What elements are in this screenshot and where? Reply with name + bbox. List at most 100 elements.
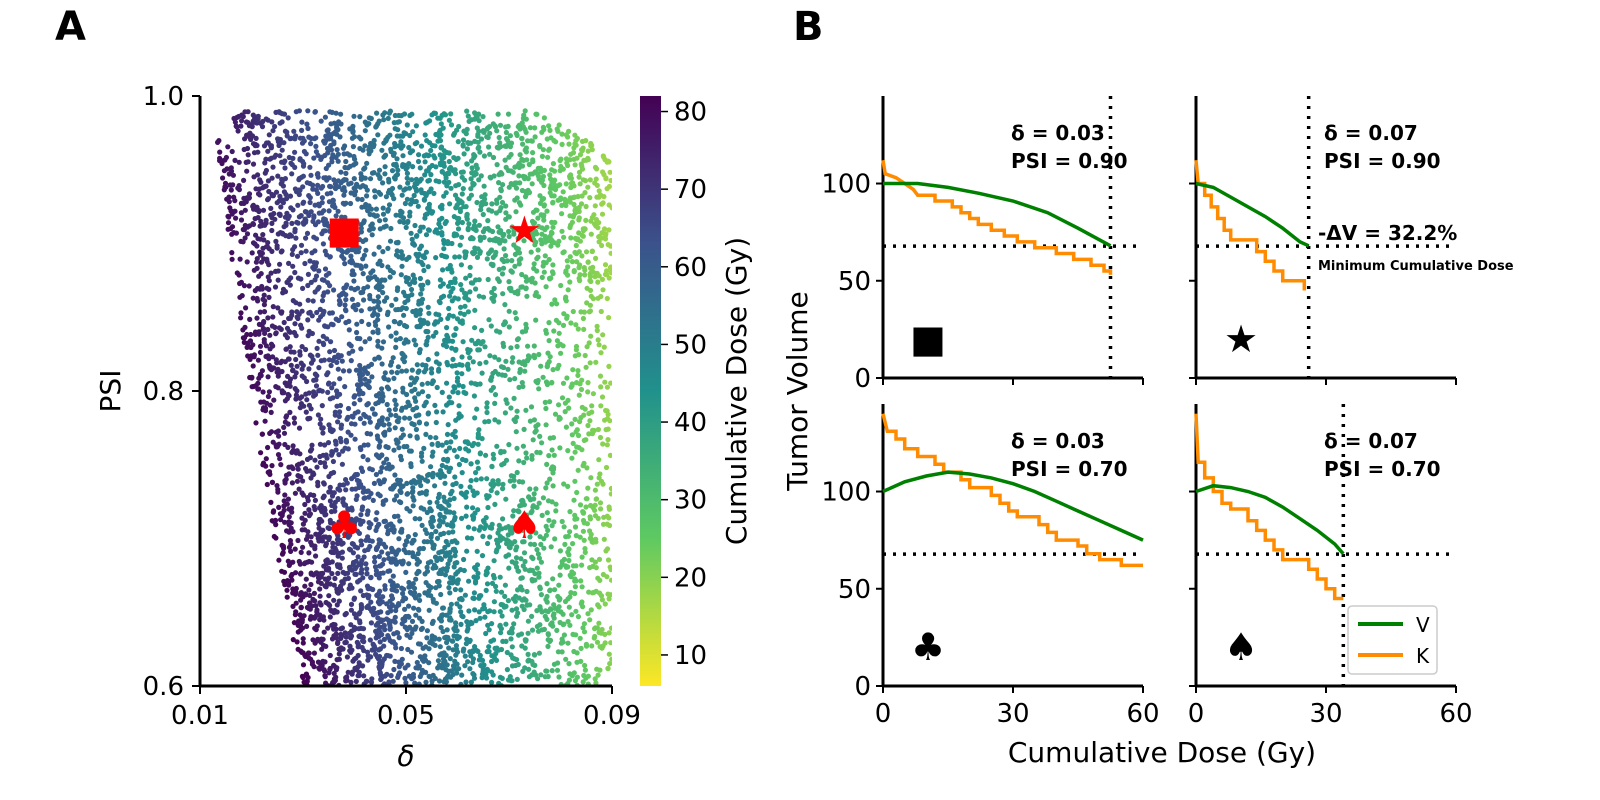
- scatter-point: [425, 321, 431, 327]
- scatter-point: [515, 246, 522, 252]
- scatter-point: [357, 562, 363, 568]
- scatter-point: [528, 138, 534, 144]
- scatter-point: [343, 675, 349, 681]
- scatter-point: [550, 200, 556, 206]
- scatter-point: [490, 254, 496, 260]
- scatter-point: [325, 289, 331, 295]
- scatter-point: [523, 274, 529, 280]
- scatter-point: [499, 237, 505, 243]
- scatter-point: [348, 601, 355, 608]
- scatter-point: [476, 293, 482, 299]
- scatter-point: [483, 201, 489, 207]
- scatter-point: [446, 585, 452, 591]
- scatter-point: [518, 516, 524, 522]
- scatter-point: [377, 218, 383, 224]
- scatter-point: [587, 360, 593, 366]
- scatter-point: [592, 203, 598, 209]
- scatter-point: [285, 356, 292, 362]
- scatter-point: [389, 185, 396, 192]
- scatter-point: [556, 674, 562, 680]
- scatter-point: [428, 531, 435, 537]
- scatter-point: [306, 587, 312, 593]
- scatter-point: [490, 480, 496, 486]
- scatter-point: [402, 624, 408, 630]
- scatter-point: [326, 560, 332, 566]
- scatter-point: [600, 169, 606, 175]
- scatter-point: [333, 631, 339, 637]
- scatter-point: [609, 656, 612, 662]
- scatter-point: [382, 432, 388, 438]
- scatter-point: [271, 397, 277, 403]
- scatter-point: [326, 208, 332, 214]
- scatter-point: [357, 114, 363, 120]
- scatter-point: [350, 144, 356, 150]
- scatter-point: [440, 409, 446, 415]
- scatter-point: [275, 486, 281, 493]
- scatter-point: [437, 474, 443, 480]
- scatter-point: [485, 622, 491, 628]
- scatter-point: [367, 431, 374, 437]
- scatter-point: [489, 679, 495, 686]
- scatter-point: [410, 671, 416, 678]
- scatter-point: [311, 471, 317, 477]
- scatter-point: [392, 658, 398, 665]
- scatter-point: [605, 665, 611, 672]
- scatter-point: [368, 575, 374, 581]
- scatter-point: [448, 439, 454, 445]
- scatter-point: [370, 497, 376, 503]
- scatter-point: [423, 341, 429, 347]
- scatter-point: [520, 443, 527, 449]
- scatter-point: [401, 187, 407, 193]
- scatter-point: [599, 211, 606, 217]
- scatter-point: [433, 600, 439, 606]
- scatter-point: [530, 437, 536, 443]
- scatter-point: [536, 294, 542, 300]
- scatter-point: [365, 401, 371, 407]
- scatter-point: [305, 416, 311, 422]
- scatter-point: [274, 360, 280, 366]
- scatter-point: [343, 320, 349, 326]
- scatter-point: [248, 344, 254, 351]
- scatter-point: [442, 544, 448, 551]
- scatter-point: [417, 307, 424, 313]
- scatter-point: [418, 187, 424, 193]
- scatter-point: [454, 580, 460, 586]
- scatter-point: [221, 187, 227, 193]
- scatter-point: [498, 589, 505, 595]
- scatter-point: [358, 136, 364, 142]
- scatter-point: [287, 344, 293, 350]
- scatter-point: [329, 571, 335, 577]
- scatter-point: [463, 275, 469, 281]
- scatter-point: [376, 286, 382, 292]
- scatter-point: [589, 643, 595, 649]
- scatter-point: [561, 311, 567, 317]
- scatter-point: [459, 354, 465, 360]
- scatter-point: [377, 639, 383, 645]
- scatter-point: [519, 575, 525, 581]
- scatter-point: [268, 499, 274, 505]
- scatter-point: [261, 326, 267, 332]
- scatter-point: [251, 174, 257, 180]
- scatter-point: [423, 120, 429, 126]
- scatter-point: [459, 371, 465, 377]
- scatter-point: [257, 373, 263, 379]
- scatter-point: [391, 196, 397, 202]
- scatter-point: [262, 183, 268, 190]
- scatter-point: [319, 195, 325, 201]
- scatter-point: [567, 622, 573, 628]
- scatter-point: [236, 159, 242, 165]
- scatter-point: [481, 183, 487, 189]
- scatter-point: [464, 548, 470, 554]
- scatter-point: [388, 608, 394, 614]
- scatter-point: [574, 427, 580, 433]
- scatter-point: [581, 537, 587, 543]
- scatter-point: [598, 350, 604, 356]
- scatter-point: [320, 425, 326, 431]
- scatter-point: [529, 554, 535, 560]
- scatter-point: [478, 173, 484, 179]
- scatter-point: [429, 633, 435, 639]
- scatter-point: [471, 440, 477, 447]
- scatter-point: [281, 140, 287, 146]
- scatter-point: [553, 317, 560, 323]
- scatter-point: [571, 156, 577, 162]
